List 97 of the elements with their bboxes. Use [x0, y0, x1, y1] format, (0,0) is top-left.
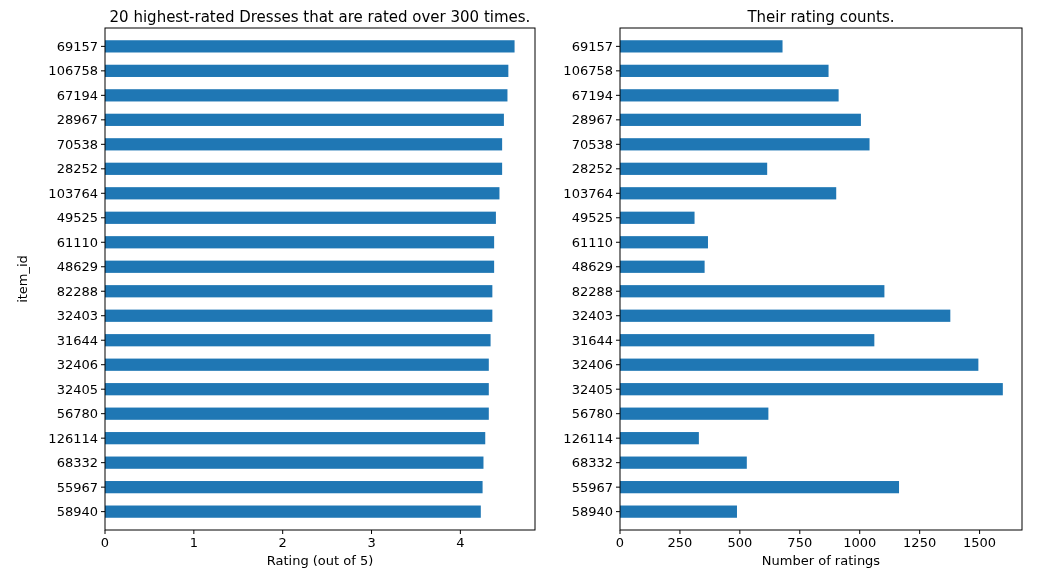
y-tick-label: 70538: [571, 136, 613, 152]
bar: [105, 285, 493, 298]
y-tick-label: 61110: [571, 234, 613, 250]
x-tick-label: 1000: [843, 535, 877, 550]
bar: [620, 309, 951, 322]
bar: [620, 236, 708, 249]
y-tick-label: 82288: [571, 283, 613, 299]
x-tick-label: 3: [367, 535, 376, 550]
bar: [620, 64, 829, 77]
bar: [105, 383, 489, 396]
y-tick-label: 58940: [56, 504, 98, 520]
x-tick-label: 0: [100, 535, 110, 550]
chart-title: 20 highest-rated Dresses that are rated over 300 times.: [109, 8, 531, 26]
bar: [105, 407, 489, 420]
x-tick-label: 750: [787, 535, 813, 550]
bar: [105, 309, 493, 322]
x-tick-label: 1500: [963, 535, 997, 550]
bar: [105, 64, 509, 77]
bar: [620, 89, 839, 102]
y-tick-label: 67194: [56, 87, 98, 103]
y-tick-label: 61110: [56, 234, 98, 250]
y-tick-label: 32406: [56, 357, 98, 373]
x-tick-label: 250: [667, 535, 693, 550]
y-tick-label: 70538: [56, 136, 98, 152]
bar: [620, 407, 769, 420]
y-tick-label: 32403: [571, 308, 613, 324]
x-tick-label: 1250: [903, 535, 937, 550]
bar: [105, 89, 508, 102]
bar: [620, 138, 870, 151]
y-tick-label: 31644: [571, 332, 613, 348]
y-tick-label: 69157: [56, 38, 98, 54]
bar: [620, 113, 861, 126]
bar: [105, 260, 495, 273]
bar: [620, 40, 783, 53]
y-tick-label: 32403: [56, 308, 98, 324]
x-axis-title: Number of ratings: [761, 553, 881, 568]
y-tick-label: 69157: [571, 38, 613, 54]
y-tick-label: 126114: [563, 430, 613, 446]
bar: [620, 260, 705, 273]
bar: [620, 383, 1003, 396]
bar: [620, 505, 737, 518]
x-tick-label: 500: [727, 535, 753, 550]
y-tick-label: 49525: [571, 210, 613, 226]
bar: [105, 505, 481, 518]
y-tick-label: 103764: [48, 185, 98, 201]
y-tick-label: 56780: [56, 406, 98, 422]
y-tick-label: 28252: [571, 161, 613, 177]
bar: [620, 211, 695, 224]
bar: [105, 162, 503, 175]
x-tick-label: 1: [189, 535, 198, 550]
y-tick-label: 58940: [571, 504, 613, 520]
y-tick-label: 28967: [56, 112, 98, 128]
y-tick-label: 48629: [571, 259, 613, 275]
bar: [105, 334, 491, 347]
x-axis-title: Rating (out of 5): [266, 553, 374, 568]
y-tick-label: 82288: [56, 283, 98, 299]
bar: [105, 358, 489, 371]
bar: [105, 40, 515, 53]
y-axis-title: item_id: [15, 255, 30, 303]
bar: [105, 211, 496, 224]
x-tick-label: 0: [615, 535, 625, 550]
bar: [620, 334, 875, 347]
y-tick-label: 55967: [56, 479, 98, 495]
x-tick-label: 2: [278, 535, 287, 550]
bar: [620, 358, 979, 371]
y-tick-label: 55967: [571, 479, 613, 495]
bar: [620, 481, 900, 494]
bar: [620, 285, 885, 298]
y-tick-label: 32406: [571, 357, 613, 373]
bar: [105, 432, 486, 445]
y-tick-label: 68332: [571, 455, 613, 471]
y-tick-label: 56780: [571, 406, 613, 422]
bar: [620, 187, 837, 200]
bar: [105, 187, 500, 200]
bar: [620, 432, 699, 445]
bar: [105, 138, 503, 151]
bar: [105, 456, 484, 469]
y-tick-label: 32405: [571, 381, 613, 397]
y-tick-label: 68332: [56, 455, 98, 471]
y-tick-label: 28252: [56, 161, 98, 177]
y-tick-label: 32405: [56, 381, 98, 397]
bar: [620, 456, 747, 469]
y-tick-label: 49525: [56, 210, 98, 226]
x-tick-label: 4: [456, 535, 465, 550]
bar: [105, 481, 483, 494]
chart-title: Their rating counts.: [746, 8, 895, 26]
bar: [620, 162, 768, 175]
y-tick-label: 106758: [48, 63, 98, 79]
y-tick-label: 67194: [571, 87, 613, 103]
y-tick-label: 28967: [571, 112, 613, 128]
bar: [105, 236, 495, 249]
y-tick-label: 106758: [563, 63, 613, 79]
y-tick-label: 31644: [56, 332, 98, 348]
y-tick-label: 48629: [56, 259, 98, 275]
y-tick-label: 126114: [48, 430, 98, 446]
bar: [105, 113, 504, 126]
y-tick-label: 103764: [563, 185, 613, 201]
